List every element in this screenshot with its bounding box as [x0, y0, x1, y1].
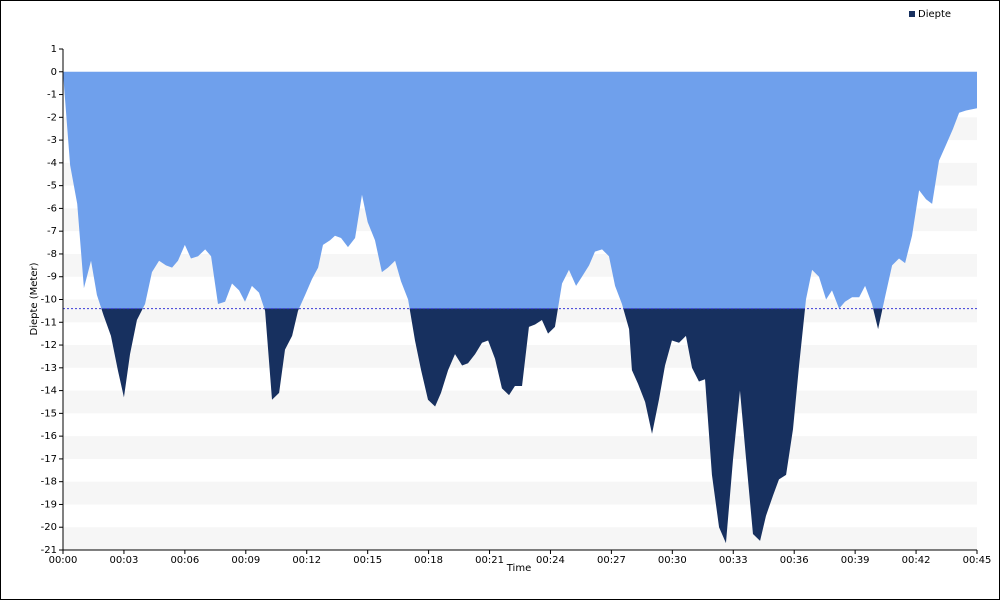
grid-band [63, 527, 977, 550]
y-tick-label: -15 [41, 408, 57, 419]
x-tick-label: 00:09 [231, 555, 260, 566]
y-tick-label: -18 [41, 477, 57, 488]
area [63, 71, 977, 544]
x-tick-label: 00:18 [414, 555, 443, 566]
y-tick-label: -9 [47, 272, 57, 283]
y-tick-label: -21 [41, 545, 57, 556]
y-tick-label: -8 [47, 249, 57, 260]
grid-band [63, 436, 977, 459]
x-tick-label: 00:42 [902, 555, 931, 566]
grid-band [63, 390, 977, 414]
y-tick-label: -2 [47, 112, 57, 123]
y-axis-label: Diepte (Meter) [29, 262, 40, 335]
grid-band [63, 481, 977, 505]
y-tick-label: -1 [47, 90, 57, 101]
y-tick-label: -4 [47, 158, 57, 169]
x-tick-label: 00:12 [292, 555, 321, 566]
y-tick-label: -10 [41, 295, 57, 306]
legend-swatch [909, 11, 915, 17]
x-tick-label: 00:30 [658, 555, 687, 566]
y-tick-label: -17 [41, 454, 57, 465]
y-tick-label: 0 [51, 67, 57, 78]
y-tick-label: -12 [41, 340, 57, 351]
x-tick-label: 00:33 [719, 555, 748, 566]
y-tick-label: -20 [41, 522, 57, 533]
x-tick-label: 00:06 [170, 555, 199, 566]
x-tick-label: 00:03 [110, 555, 139, 566]
x-axis-label: Time [506, 563, 531, 574]
y-tick-label: -5 [47, 181, 57, 192]
y-tick-label: -7 [47, 226, 57, 237]
x-tick-label: 00:24 [536, 555, 565, 566]
y-tick-label: -19 [41, 499, 57, 510]
y-tick-label: -6 [47, 203, 57, 214]
x-tick-label: 00:27 [597, 555, 626, 566]
y-tick-label: -14 [41, 386, 57, 397]
y-tick-label: -11 [41, 317, 57, 328]
y-tick-label: -3 [47, 135, 57, 146]
x-tick-label: 00:45 [963, 555, 992, 566]
x-tick-label: 00:15 [353, 555, 382, 566]
x-tick-label: 00:00 [49, 555, 78, 566]
y-tick-label: -16 [41, 431, 57, 442]
x-tick-label: 00:39 [841, 555, 870, 566]
y-tick-label: -13 [41, 363, 57, 374]
y-tick-label: 1 [51, 44, 57, 55]
x-tick-label: 00:21 [475, 555, 504, 566]
legend-label: Diepte [918, 9, 951, 20]
x-tick-label: 00:36 [780, 555, 809, 566]
